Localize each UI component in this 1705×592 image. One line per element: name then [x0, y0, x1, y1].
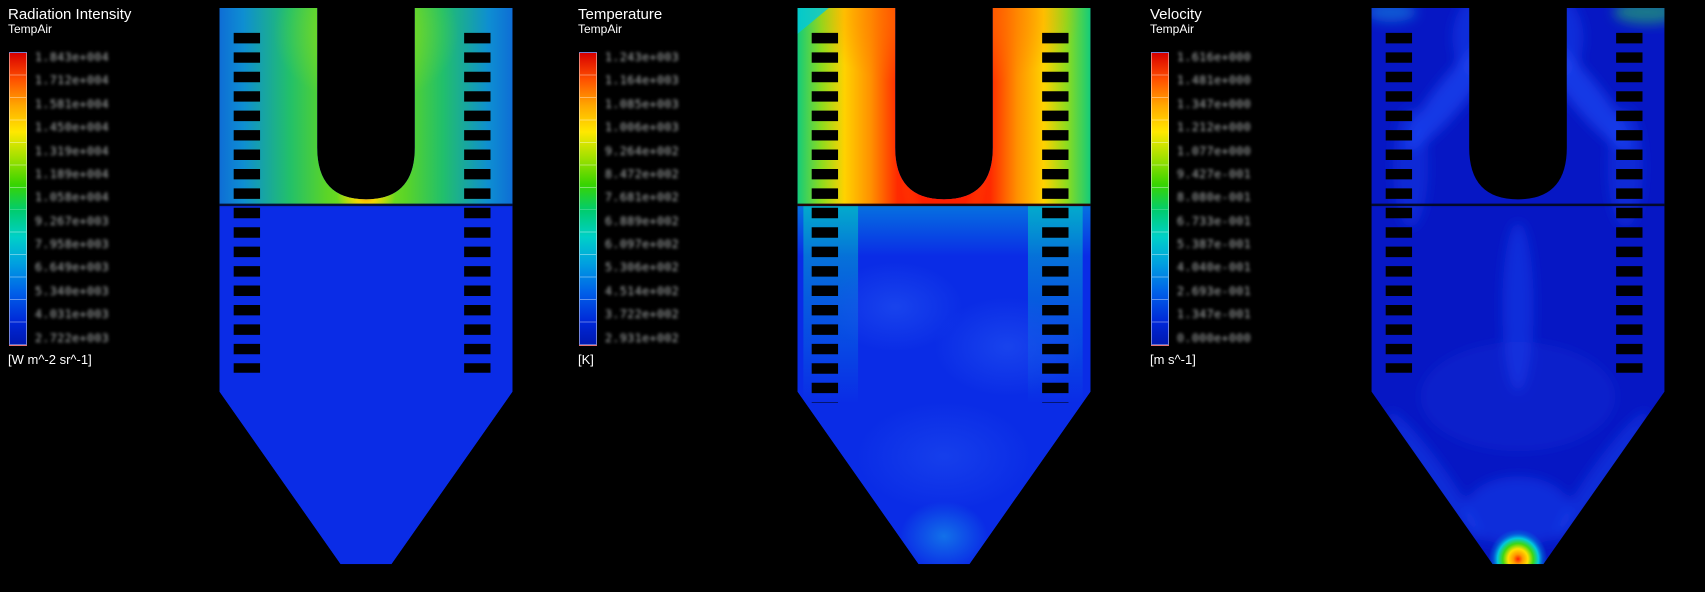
- colorbar-tick-label: 1.212e+000: [1177, 120, 1252, 135]
- legend-radiation-intensity: Radiation Intensity TempAir 1.843e+004 1.…: [8, 6, 138, 367]
- furnace-domain: [1371, 8, 1665, 565]
- colorbar-tick-label: 1.347e+000: [1177, 96, 1252, 111]
- colorbar-tick-label: 2.931e+002: [605, 330, 680, 345]
- legend-units: [m s^-1]: [1150, 352, 1196, 367]
- colorbar-tick-label: 1.189e+004: [35, 166, 110, 181]
- colorbar-tick-label: 1.085e+003: [605, 96, 680, 111]
- field-lower-region: [219, 204, 513, 565]
- colorbar-tick-label: 5.387e-001: [1177, 237, 1252, 251]
- colorbar-tick-label: 1.581e+004: [35, 96, 110, 111]
- colorbar-tick-label: 5.340e+003: [35, 283, 110, 298]
- colorbar-tick-label: 1.481e+000: [1177, 73, 1252, 88]
- recirculation-patch: [856, 401, 1032, 512]
- legend-subtitle: TempAir: [1150, 22, 1195, 36]
- outlet-jet-hotspot: [1488, 529, 1548, 565]
- colorbar-tick-label: 4.514e+002: [605, 283, 680, 298]
- colorbar-tick-label: 1.347e-001: [1177, 307, 1252, 322]
- colorbar-tick-labels: 1.616e+000 1.481e+000 1.347e+000 1.212e+000…: [1177, 50, 1269, 345]
- legend-title: Temperature: [578, 6, 663, 23]
- colorbar-tick-label: 8.472e+002: [605, 166, 680, 181]
- colorbar-tick-labels: 1.243e+003 1.164e+003 1.085e+003 1.006e+003…: [605, 50, 697, 345]
- colorbar-tick-label: 3.722e+002: [605, 307, 680, 322]
- colorbar-tick-label: 6.733e-001: [1177, 213, 1252, 228]
- legend-title: Velocity: [1150, 6, 1202, 23]
- furnace-domain: [219, 8, 513, 565]
- colorbar-tick-label: 8.080e-001: [1177, 190, 1252, 205]
- colorbar-tick-label: 1.843e+004: [35, 50, 110, 64]
- legend-units: [W m^-2 sr^-1]: [8, 352, 92, 367]
- colorbar-tick-label: 9.427e-001: [1177, 166, 1252, 181]
- colorbar-tick-label: 9.264e+002: [605, 143, 680, 158]
- colorbar-tick-label: 1.243e+003: [605, 50, 680, 64]
- colorbar-tick-label: 1.006e+003: [605, 120, 680, 135]
- legend-units: [K]: [578, 352, 594, 367]
- colorbar-tick-label: 1.712e+004: [35, 73, 110, 88]
- colorbar-tick-label: 1.616e+000: [1177, 50, 1252, 64]
- colorbar-tick-label: 7.681e+002: [605, 190, 680, 205]
- colorbar-tick-label: 4.031e+003: [35, 307, 110, 322]
- colorbar-tick-label: 1.077e+000: [1177, 143, 1252, 158]
- recirculation-patch: [826, 262, 964, 352]
- hopper-tip-glow: [900, 501, 988, 565]
- legend-subtitle: TempAir: [8, 22, 53, 36]
- contour-plot-temperature: [797, 8, 1091, 565]
- legend-velocity: Velocity TempAir 1.616e+000 1.481e+000 1.3…: [1150, 6, 1280, 367]
- colorbar-tick-label: 4.040e-001: [1177, 260, 1252, 275]
- contour-plot-velocity: [1371, 8, 1665, 565]
- colorbar-tick-label: 1.450e+004: [35, 120, 110, 135]
- colorbar-tick-label: 9.267e+003: [35, 213, 110, 228]
- colorbar-tick-label: 6.889e+002: [605, 213, 680, 228]
- colorbar-tick-label: 2.722e+003: [35, 330, 110, 345]
- colorbar: [9, 52, 27, 346]
- colorbar: [579, 52, 597, 346]
- colorbar-tick-label: 2.693e-001: [1177, 283, 1252, 298]
- corner-accent: [797, 8, 829, 34]
- colorbar-tick-label: 6.649e+003: [35, 260, 110, 275]
- legend-title: Radiation Intensity: [8, 6, 132, 23]
- legend-temperature: Temperature TempAir 1.243e+003 1.164e+003…: [578, 6, 708, 367]
- colorbar-tick-label: 0.000e+000: [1177, 330, 1252, 345]
- top-wall-tints: [1371, 8, 1665, 24]
- colorbar-tick-label: 1.164e+003: [605, 73, 680, 88]
- colorbar: [1151, 52, 1169, 346]
- colorbar-tick-label: 1.058e+004: [35, 190, 110, 205]
- contour-plot-radiation-intensity: [219, 8, 513, 565]
- colorbar-tick-label: 5.306e+002: [605, 260, 680, 275]
- colorbar-tick-label: 1.319e+004: [35, 143, 110, 158]
- colorbar-tick-labels: 1.843e+004 1.712e+004 1.581e+004 1.450e+004…: [35, 50, 127, 345]
- colorbar-tick-label: 6.097e+002: [605, 237, 680, 251]
- legend-subtitle: TempAir: [578, 22, 623, 36]
- colorbar-tick-label: 7.958e+003: [35, 237, 110, 251]
- furnace-domain: [797, 8, 1091, 565]
